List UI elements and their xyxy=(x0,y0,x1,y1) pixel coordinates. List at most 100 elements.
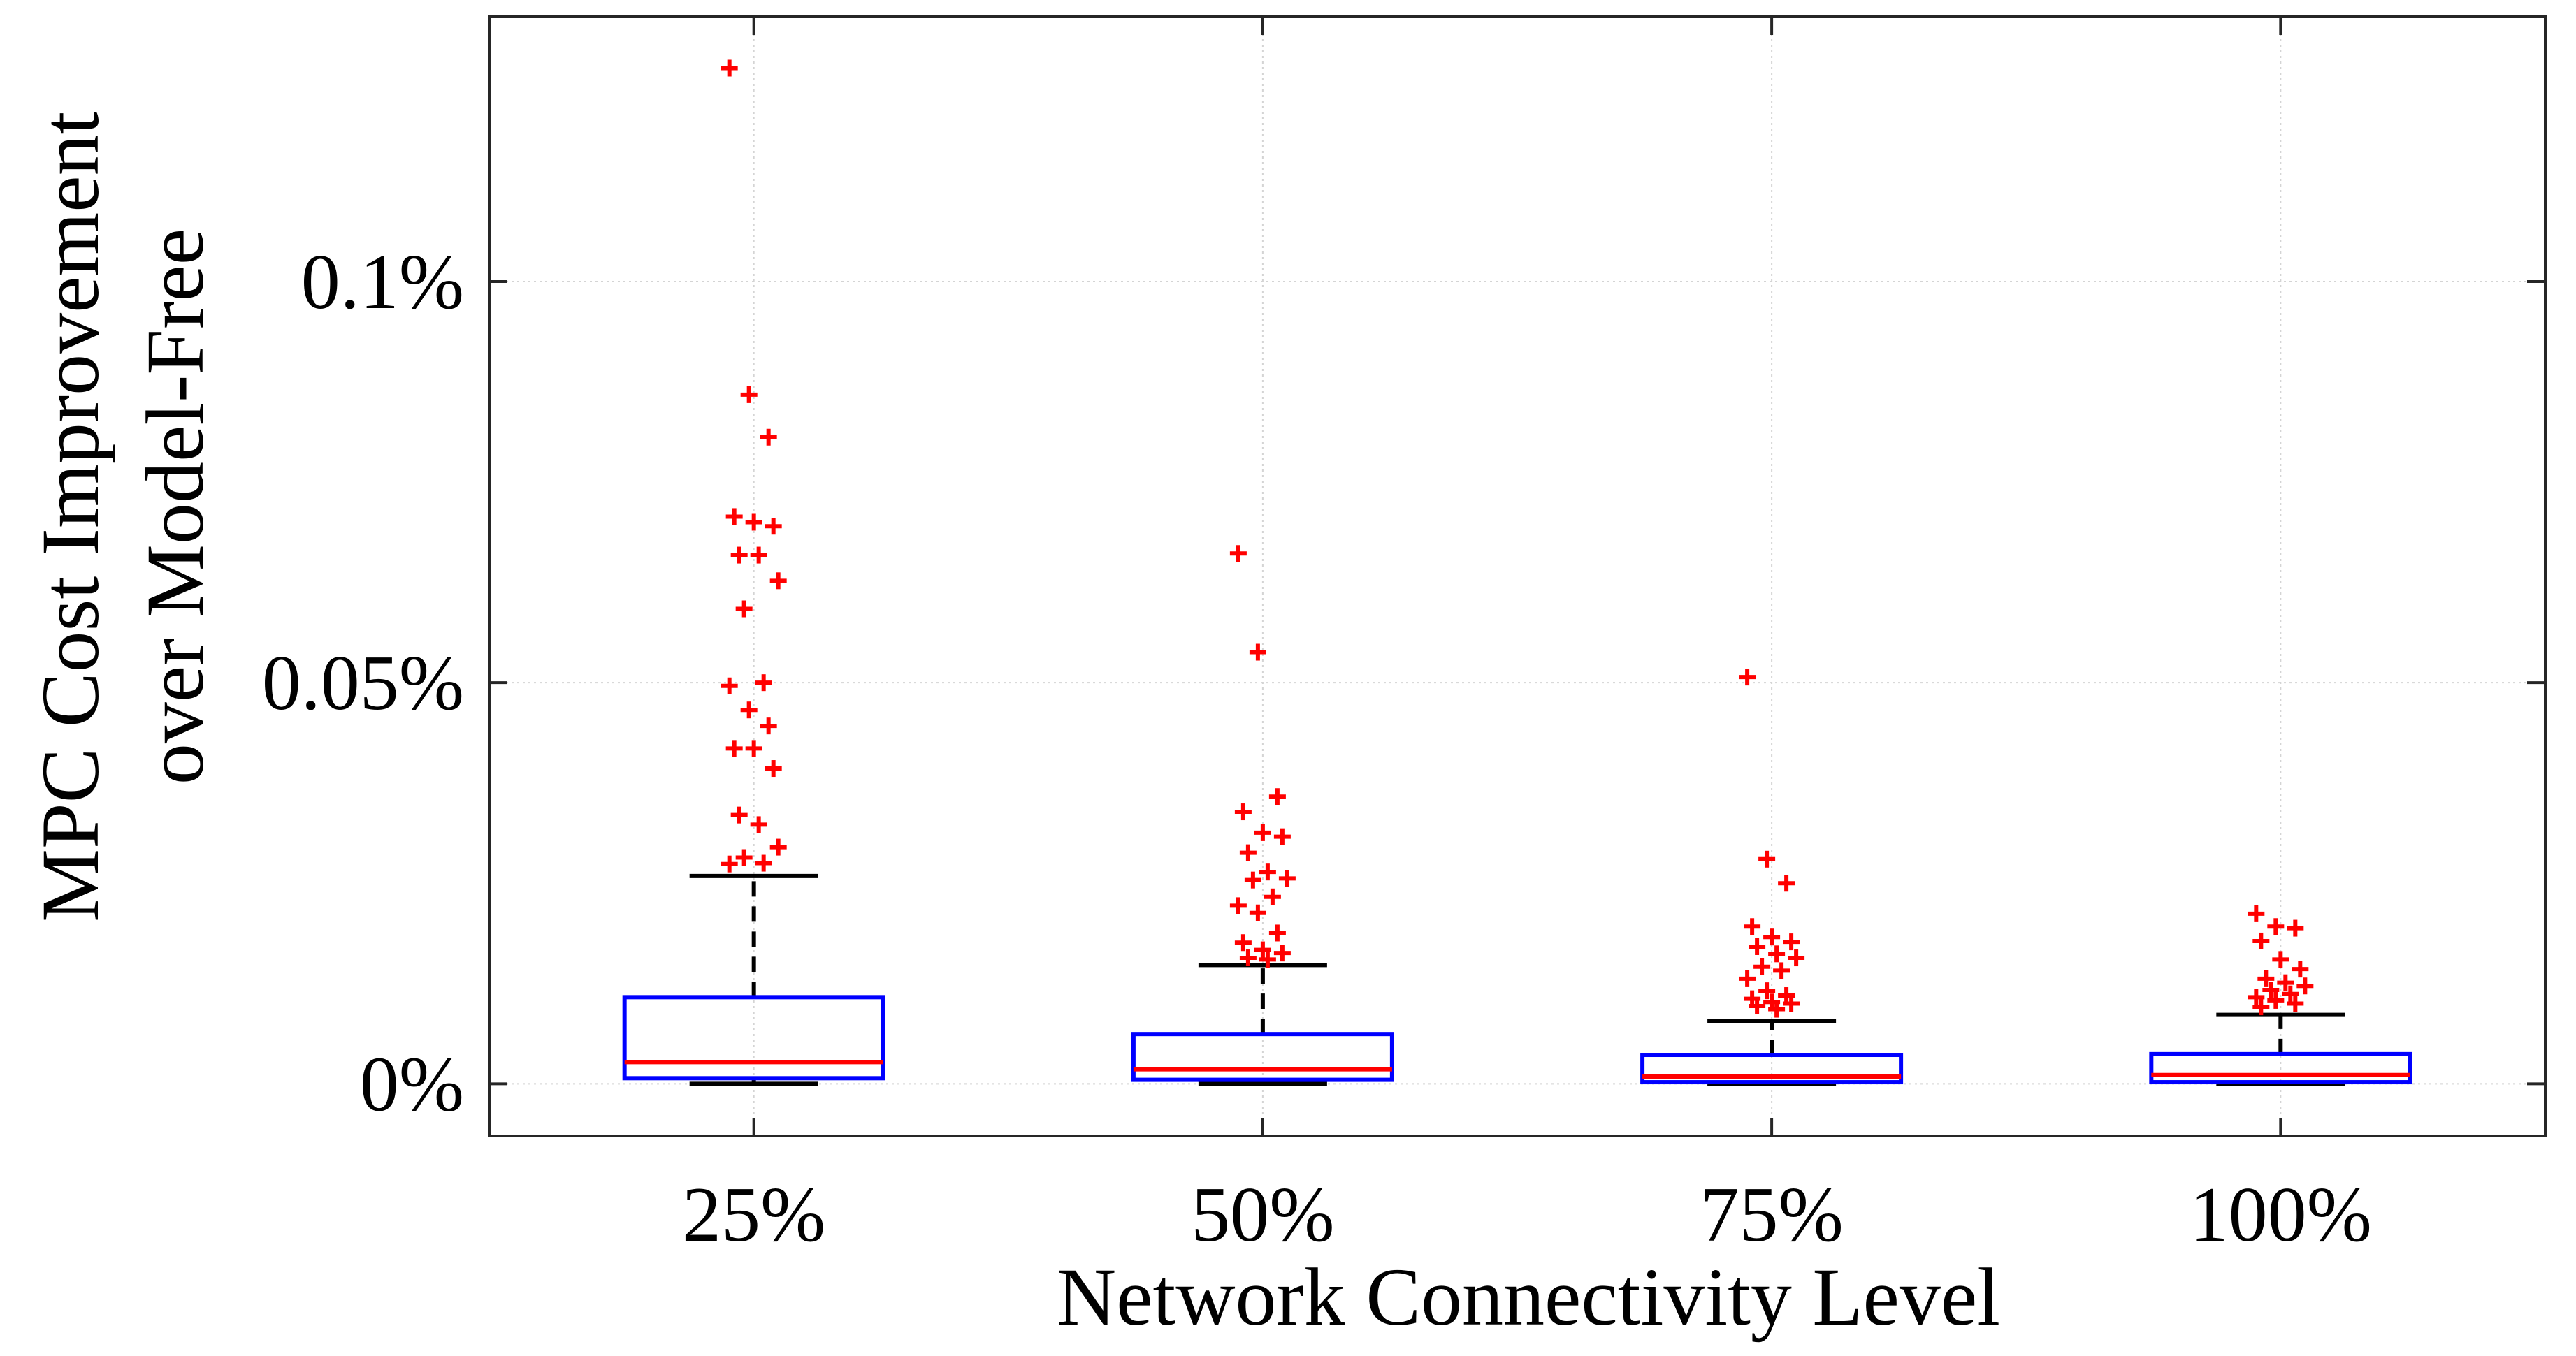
outlier-marker xyxy=(769,572,787,590)
outlier-marker xyxy=(740,386,758,403)
outlier-marker xyxy=(1268,788,1286,805)
outlier-marker xyxy=(1254,941,1271,958)
outlier-marker xyxy=(1783,995,1800,1012)
outlier-marker xyxy=(1239,844,1257,861)
outlier-marker xyxy=(1783,933,1800,951)
outlier-marker xyxy=(1239,949,1257,967)
outlier-marker xyxy=(750,546,767,564)
outlier-marker xyxy=(1229,545,1247,562)
tick-labels: 0% 0.05% 0.1% 25% 50% 75% 100% xyxy=(262,239,2372,1258)
outlier-marker xyxy=(760,717,777,735)
outlier-marker xyxy=(1749,938,1766,955)
outlier-marker xyxy=(755,674,772,692)
outlier-marker xyxy=(2252,998,2270,1016)
outlier-marker xyxy=(2262,981,2280,998)
outlier-marker xyxy=(735,849,753,866)
outliers-2 xyxy=(1739,669,1805,1018)
outlier-marker xyxy=(740,701,758,719)
outlier-marker xyxy=(2267,991,2285,1009)
outlier-marker xyxy=(1273,828,1291,845)
outlier-marker xyxy=(1753,958,1771,975)
outlier-marker xyxy=(725,740,743,757)
outlier-marker xyxy=(750,816,767,833)
outlier-marker xyxy=(1259,951,1276,968)
box-group-2 xyxy=(1640,1019,1904,1086)
outlier-marker xyxy=(1229,897,1247,914)
outlier-marker xyxy=(769,838,787,856)
outlier-marker xyxy=(2277,974,2294,991)
grid-lines xyxy=(489,17,2545,1136)
x-tick-label: 50% xyxy=(1191,1172,1334,1258)
box-group-3 xyxy=(2149,1012,2412,1086)
outlier-marker xyxy=(721,59,738,77)
outlier-marker xyxy=(1768,1000,1786,1018)
outlier-marker xyxy=(1273,945,1291,962)
box-group-0 xyxy=(622,873,885,1086)
x-tick-label: 75% xyxy=(1700,1172,1843,1258)
outlier-marker xyxy=(721,677,738,694)
outlier-marker xyxy=(2257,970,2275,987)
x-tick-label: 100% xyxy=(2190,1172,2372,1258)
outlier-marker xyxy=(1249,904,1266,921)
outlier-marker xyxy=(1254,824,1271,841)
y-tick-label: 0.1% xyxy=(301,239,464,326)
outlier-marker xyxy=(760,428,777,446)
outlier-marker xyxy=(1739,669,1756,686)
outlier-marker xyxy=(1758,850,1776,868)
outliers-3 xyxy=(2248,905,2314,1016)
outlier-marker xyxy=(2296,977,2314,995)
outlier-marker xyxy=(1259,863,1276,881)
outlier-marker xyxy=(1268,924,1286,942)
outlier-marker xyxy=(2287,919,2304,937)
outlier-marker xyxy=(755,854,772,872)
outlier-marker xyxy=(1249,643,1266,661)
outlier-marker xyxy=(1234,803,1252,821)
x-axis-label: Network Connectivity Level xyxy=(1057,1251,2000,1343)
iqr-box xyxy=(2149,1051,2412,1085)
y-tick-label: 0% xyxy=(360,1041,464,1128)
outlier-marker xyxy=(2252,932,2270,949)
outlier-marker xyxy=(725,508,743,525)
outlier-marker xyxy=(1264,888,1281,905)
outlier-marker xyxy=(2248,989,2265,1006)
iqr-box xyxy=(622,995,885,1081)
outlier-marker xyxy=(1749,997,1766,1014)
iqr-box xyxy=(1131,1032,1394,1082)
x-tick-label: 25% xyxy=(682,1172,825,1258)
axes-frame xyxy=(488,15,2547,1137)
outlier-marker xyxy=(1744,918,1761,935)
outlier-marker xyxy=(745,740,762,757)
outlier-marker xyxy=(730,806,748,824)
outlier-marker xyxy=(2292,961,2309,978)
outlier-marker xyxy=(735,600,753,618)
outlier-marker xyxy=(1739,970,1756,987)
outlier-marker xyxy=(1778,875,1795,892)
outlier-marker xyxy=(1768,945,1786,963)
outlier-marker xyxy=(2287,995,2304,1012)
y-axis-label: MPC Cost Improvement over Model-Free xyxy=(24,91,221,922)
outlier-series xyxy=(721,59,2314,1018)
outlier-marker xyxy=(2267,918,2285,935)
outlier-marker xyxy=(2282,985,2299,1003)
outlier-marker xyxy=(1788,949,1805,967)
outlier-marker xyxy=(2248,905,2265,922)
outlier-marker xyxy=(721,855,738,873)
outlier-marker xyxy=(745,513,762,531)
iqr-box xyxy=(1640,1053,1904,1085)
y-tick-label: 0.05% xyxy=(262,640,464,727)
box-series xyxy=(622,873,2412,1086)
outlier-marker xyxy=(765,760,782,778)
outlier-marker xyxy=(1234,934,1252,952)
y-axis-label-line-1: MPC Cost Improvement xyxy=(24,111,116,922)
axes xyxy=(488,15,2547,1137)
outlier-marker xyxy=(1763,928,1781,946)
outlier-marker xyxy=(1278,870,1296,887)
box-group-1 xyxy=(1131,963,1394,1086)
outlier-marker xyxy=(765,518,782,535)
outliers-0 xyxy=(721,59,787,873)
outlier-marker xyxy=(1773,962,1790,979)
outliers-1 xyxy=(1229,545,1296,968)
outlier-marker xyxy=(1758,982,1776,1000)
